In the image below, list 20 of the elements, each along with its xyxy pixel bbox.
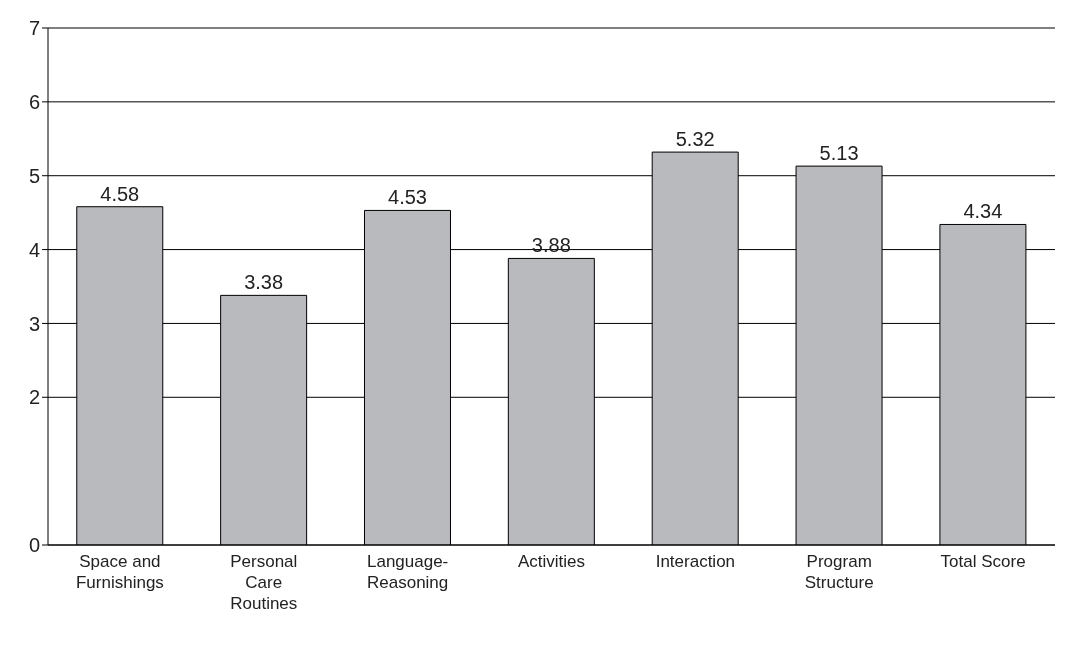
y-tick-label: 7 xyxy=(28,17,40,40)
data-label: 4.34 xyxy=(963,200,1003,223)
data-label: 4.58 xyxy=(100,182,140,205)
data-label: 3.38 xyxy=(244,271,284,294)
y-tick-label: 3 xyxy=(28,312,40,335)
x-tick-label: Activities xyxy=(517,552,586,571)
data-label: 4.53 xyxy=(388,186,427,209)
x-tick-label: Total Score xyxy=(940,552,1026,571)
y-tick-label: 4 xyxy=(28,238,40,261)
x-tick-label: Program Structure xyxy=(804,552,874,592)
data-label: 5.32 xyxy=(675,128,715,151)
x-tick-label: Interaction xyxy=(655,552,736,571)
x-tick-label: Space and Furnishings xyxy=(75,552,164,592)
y-tick-label: 5 xyxy=(28,164,40,187)
y-tick-label: 0 xyxy=(28,534,40,557)
data-label: 5.13 xyxy=(819,142,859,165)
y-tick-label: 6 xyxy=(28,90,40,113)
x-tick-label: Language-Reasoning xyxy=(366,552,449,592)
y-tick-label: 2 xyxy=(28,386,40,409)
x-tick-label: Personal Care Routines xyxy=(230,552,298,613)
